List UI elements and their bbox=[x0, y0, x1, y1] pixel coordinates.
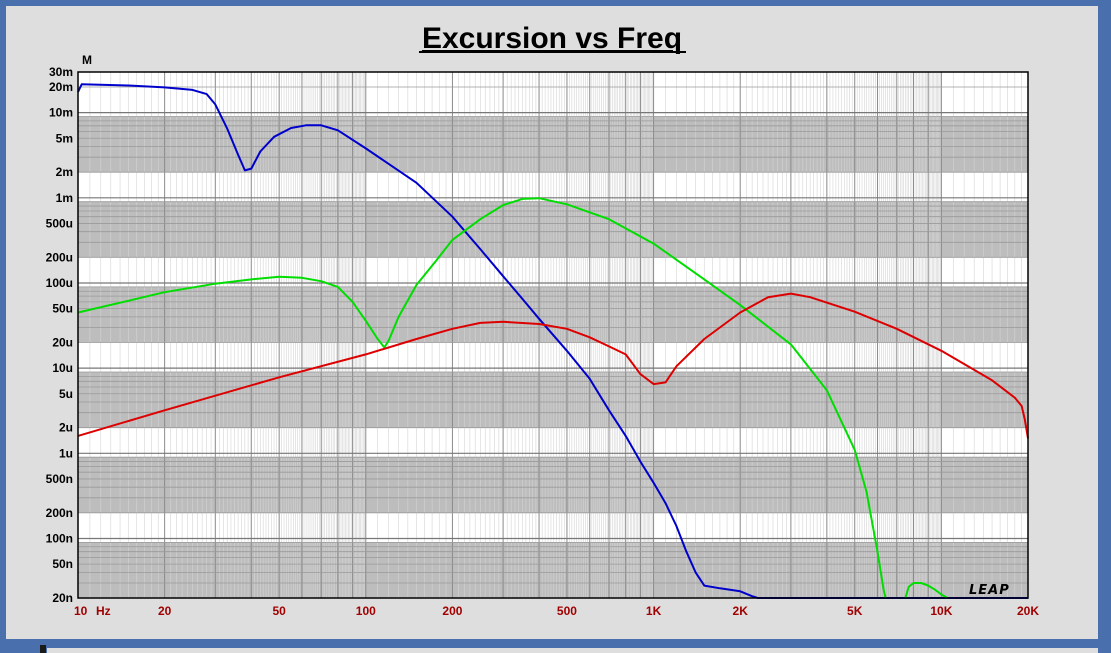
y-tick-label: 500n bbox=[46, 472, 73, 486]
plot-border bbox=[77, 71, 1029, 599]
x-tick-label: 500 bbox=[557, 604, 577, 618]
x-tick-label: 10K bbox=[930, 604, 952, 618]
series-line-2 bbox=[77, 197, 887, 599]
series-layer bbox=[77, 83, 1029, 599]
leap-watermark: LEAP bbox=[969, 583, 1010, 598]
y-tick-label: 200n bbox=[46, 506, 73, 520]
y-tick-label: 5u bbox=[59, 387, 73, 401]
y-tick-label: 100u bbox=[46, 276, 73, 290]
x-unit-label: Hz bbox=[96, 604, 111, 618]
y-tick-label: 30m bbox=[49, 65, 73, 79]
x-tick-label: 1K bbox=[646, 604, 662, 618]
x-tick-label: 20 bbox=[158, 604, 172, 618]
y-tick-label: 1u bbox=[59, 446, 73, 460]
bottom-panel bbox=[47, 648, 1098, 653]
y-tick-label: 500u bbox=[46, 216, 73, 230]
x-tick-label: 20K bbox=[1017, 604, 1039, 618]
series-line-1 bbox=[77, 83, 1028, 599]
x-tick-label: 100 bbox=[356, 604, 376, 618]
bottom-marker bbox=[40, 645, 46, 653]
x-tick-label: 5K bbox=[847, 604, 863, 618]
y-tick-label: 20n bbox=[52, 591, 73, 605]
grid-lines bbox=[77, 71, 1029, 599]
series-line-4 bbox=[77, 292, 1029, 439]
y-tick-label: 50u bbox=[52, 302, 73, 316]
y-unit-label: M bbox=[82, 53, 92, 67]
y-tick-label: 10u bbox=[52, 361, 73, 375]
y-tick-label: 100n bbox=[46, 531, 73, 545]
x-tick-labels: 10 20 50 100 200 500 1K 2K 5K 10K 20K bbox=[74, 604, 1039, 618]
y-tick-label: 50n bbox=[52, 557, 73, 571]
y-tick-label: 20u bbox=[52, 335, 73, 349]
x-tick-label: 10 bbox=[74, 604, 88, 618]
y-tick-label: 10m bbox=[49, 106, 73, 120]
x-tick-label: 200 bbox=[442, 604, 462, 618]
y-tick-label: 5m bbox=[56, 131, 73, 145]
y-tick-label: 20m bbox=[49, 80, 73, 94]
y-tick-label: 2u bbox=[59, 421, 73, 435]
series-line-3 bbox=[904, 582, 948, 599]
chart-title: Excursion vs Freq bbox=[422, 22, 682, 55]
x-tick-label: 50 bbox=[272, 604, 286, 618]
y-tick-label: 1m bbox=[56, 191, 73, 205]
x-tick-label: 2K bbox=[733, 604, 749, 618]
y-tick-label: 2m bbox=[56, 165, 73, 179]
y-tick-label: 200u bbox=[46, 250, 73, 264]
